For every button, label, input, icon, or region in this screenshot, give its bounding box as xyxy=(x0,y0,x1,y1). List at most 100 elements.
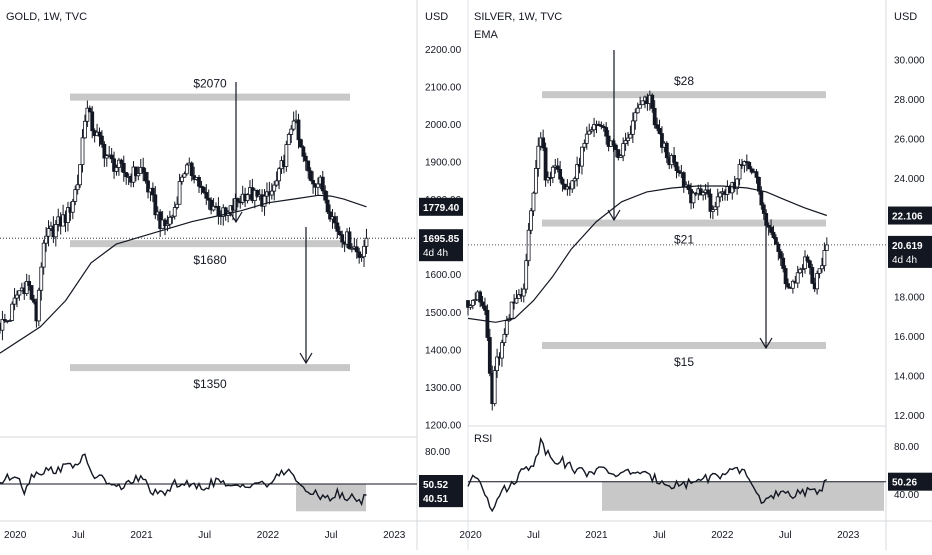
x-tick-label: Jul xyxy=(198,530,211,541)
rsi-line xyxy=(0,453,367,507)
candle-down xyxy=(337,230,342,236)
candle-up xyxy=(589,129,594,132)
candle-down xyxy=(119,159,124,164)
candle-up xyxy=(580,146,584,167)
y-tick-label: 2200.00 xyxy=(425,45,462,56)
candle-up xyxy=(514,298,519,304)
candle-up xyxy=(289,128,294,135)
level-label: $1680 xyxy=(193,253,227,267)
candle-down xyxy=(333,216,337,224)
candle-down xyxy=(807,260,812,268)
y-tick-label: 1300.00 xyxy=(425,383,462,394)
candle-down xyxy=(650,94,655,109)
candle-up xyxy=(570,180,575,190)
candle-up xyxy=(117,159,121,168)
candle-up xyxy=(584,133,589,144)
candle-up xyxy=(718,192,723,198)
candle-down xyxy=(805,256,810,262)
y-tick-label: 28.000 xyxy=(894,95,925,106)
candle-down xyxy=(146,180,150,193)
candle-up xyxy=(70,200,75,213)
candle-down xyxy=(541,137,546,149)
candle-down xyxy=(749,168,754,173)
candle-up xyxy=(592,124,596,131)
candle-up xyxy=(277,168,281,182)
y-tick-label: 1200.00 xyxy=(425,420,462,431)
candle-up xyxy=(0,319,5,331)
candle-down xyxy=(97,131,102,137)
silver-arrow-bottom-head xyxy=(759,337,773,350)
candle-down xyxy=(325,199,330,213)
y-tick-label: 26.000 xyxy=(894,135,925,146)
candle-down xyxy=(335,222,340,232)
candle-down xyxy=(681,172,686,187)
rsi-tick-label: 40.00 xyxy=(894,490,919,501)
candle-up xyxy=(500,342,504,359)
ema-value-badge xyxy=(419,197,463,216)
candle-up xyxy=(824,244,829,251)
candle-down xyxy=(87,107,92,113)
candle-down xyxy=(604,127,609,137)
candle-up xyxy=(533,168,538,194)
candle-down xyxy=(599,125,604,127)
level-label: $15 xyxy=(674,355,694,369)
candle-up xyxy=(53,224,58,238)
x-tick-label: 2022 xyxy=(257,530,280,541)
candle-down xyxy=(786,283,790,288)
candle-up xyxy=(536,145,541,169)
candle-down xyxy=(601,126,606,128)
silver-arrow-top-head xyxy=(607,209,621,222)
level-band xyxy=(542,91,826,99)
y-tick-label: 18.000 xyxy=(894,293,925,304)
candle-down xyxy=(597,123,601,126)
candle-down xyxy=(296,119,301,141)
candle-up xyxy=(575,164,580,180)
candle-down xyxy=(698,188,703,196)
candle-up xyxy=(638,104,643,109)
candle-up xyxy=(170,215,175,218)
candle-down xyxy=(311,180,315,185)
candle-up xyxy=(626,137,630,141)
candle-down xyxy=(781,257,786,269)
candle-down xyxy=(189,162,194,177)
candle-up xyxy=(136,173,141,177)
candle-up xyxy=(468,305,473,308)
candle-up xyxy=(550,166,555,178)
candle-down xyxy=(306,160,311,172)
candle-up xyxy=(737,164,742,180)
candle-down xyxy=(163,219,167,227)
current-price-badge xyxy=(419,229,463,262)
candle-down xyxy=(778,251,783,259)
candle-up xyxy=(272,184,277,192)
currency-label: USD xyxy=(425,11,448,23)
ema-line xyxy=(0,194,367,354)
candle-down xyxy=(27,281,32,286)
candle-down xyxy=(201,187,206,193)
candle-down xyxy=(466,300,470,308)
candle-up xyxy=(820,265,824,270)
x-tick-label: Jul xyxy=(653,530,666,541)
candle-down xyxy=(308,170,313,181)
candle-down xyxy=(558,168,563,180)
rsi-shaded-zone xyxy=(296,483,366,512)
y-tick-label: 1600.00 xyxy=(425,270,462,281)
y-tick-label: 1400.00 xyxy=(425,345,462,356)
candle-up xyxy=(531,192,536,212)
candle-up xyxy=(41,242,46,268)
candle-up xyxy=(795,272,800,284)
candle-down xyxy=(664,142,669,159)
candle-down xyxy=(754,171,759,178)
candle-up xyxy=(526,229,531,262)
current-price-badge xyxy=(888,235,932,268)
candle-up xyxy=(470,299,475,306)
indicator-label: EMA xyxy=(474,29,499,41)
x-tick-label: 2022 xyxy=(711,530,734,541)
candle-up xyxy=(349,247,354,250)
ema-value-text: 1779.40 xyxy=(423,203,460,214)
x-tick-label: Jul xyxy=(527,530,540,541)
candle-down xyxy=(347,231,352,250)
rsi-value-text: 50.52 xyxy=(423,480,448,491)
candle-up xyxy=(473,299,478,302)
candle-down xyxy=(328,211,332,220)
